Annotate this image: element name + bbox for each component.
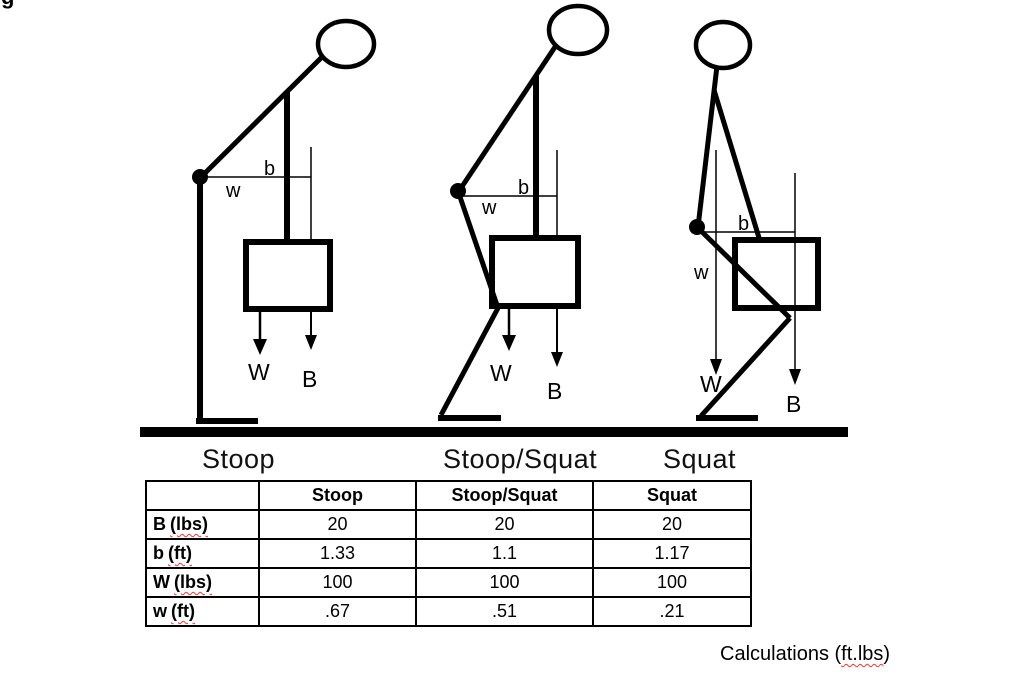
stoopsquat-torso-line bbox=[456, 45, 558, 193]
squat-W-label: W bbox=[700, 371, 722, 397]
stoop-torso-line bbox=[199, 55, 324, 179]
figure-stoop-squat: w b W B bbox=[438, 3, 610, 421]
table-header-row: Stoop Stoop/Squat Squat bbox=[145, 480, 752, 511]
cell-W-stoop-squat: 100 bbox=[415, 567, 594, 598]
calculations-label: Calculations (ft.lbs) bbox=[720, 643, 890, 666]
stoopsquat-head bbox=[546, 3, 610, 57]
stoopsquat-shin-line bbox=[438, 306, 501, 417]
squat-w-label: w bbox=[693, 262, 709, 284]
stoopsquat-W-label: W bbox=[490, 360, 512, 386]
lifting-postures-diagram: w b W B w b W B bbox=[140, 3, 848, 437]
squat-W-arrowhead bbox=[710, 359, 722, 375]
cell-w-stoop: .67 bbox=[258, 596, 417, 627]
row-label-W-lbs: W (lbs) bbox=[145, 567, 260, 598]
stoop-w-label: w bbox=[225, 180, 241, 202]
figure-stoop: w b W B bbox=[192, 18, 377, 424]
row-label-unit: (lbs) bbox=[170, 514, 208, 534]
squat-arm-line bbox=[711, 89, 763, 242]
posture-data-table: Stoop Stoop/Squat Squat B (lbs) 20 20 20 … bbox=[145, 480, 752, 627]
stoopsquat-w-label: w bbox=[481, 197, 497, 219]
row-label-name: b bbox=[153, 543, 164, 563]
row-label-w-ft: w (ft) bbox=[145, 596, 260, 627]
caption-stoop: Stoop bbox=[202, 444, 276, 474]
stoopsquat-load-box bbox=[489, 235, 581, 309]
squat-thigh-line bbox=[695, 225, 792, 320]
squat-shin-line bbox=[699, 316, 792, 418]
table-row-W-lbs: W (lbs) 100 100 100 bbox=[145, 567, 752, 598]
stoopsquat-thigh-line bbox=[455, 190, 501, 309]
stoopsquat-W-arrowhead bbox=[502, 335, 516, 351]
table-row-w-ft: w (ft) .67 .51 .21 bbox=[145, 596, 752, 627]
cell-b-squat: 1.17 bbox=[592, 538, 752, 569]
caption-stoop-squat: Stoop/Squat bbox=[443, 444, 598, 474]
calculations-unit: ft.lbs bbox=[841, 643, 884, 665]
squat-B-arrowhead bbox=[789, 369, 801, 385]
row-label-unit: (lbs) bbox=[174, 572, 212, 592]
row-label-unit: (ft) bbox=[168, 543, 192, 563]
calculations-suffix: ) bbox=[883, 643, 891, 665]
ground-line bbox=[140, 427, 848, 437]
stoopsquat-B-arrowhead bbox=[551, 352, 563, 367]
cell-w-squat: .21 bbox=[592, 596, 752, 627]
table-header-squat: Squat bbox=[592, 480, 752, 511]
stoopsquat-b-label: b bbox=[518, 177, 529, 199]
squat-head bbox=[693, 19, 753, 71]
table-header-stoop: Stoop bbox=[258, 480, 417, 511]
stoop-B-arrowhead bbox=[305, 335, 317, 350]
table-row-b-ft: b (ft) 1.33 1.1 1.17 bbox=[145, 538, 752, 569]
row-label-B-lbs: B (lbs) bbox=[145, 509, 260, 540]
squat-B-label: B bbox=[786, 391, 801, 417]
calculations-prefix: Calculations ( bbox=[720, 643, 842, 665]
stoop-b-label: b bbox=[264, 158, 275, 180]
cell-b-stoop-squat: 1.1 bbox=[415, 538, 594, 569]
cell-B-stoop: 20 bbox=[258, 509, 417, 540]
stoop-W-label: W bbox=[248, 359, 270, 385]
stoop-load-box bbox=[243, 239, 333, 312]
caption-squat: Squat bbox=[663, 444, 737, 474]
row-label-unit: (ft) bbox=[171, 601, 195, 621]
figure-squat: w b W B bbox=[689, 19, 821, 421]
stoop-W-arrowhead bbox=[253, 339, 267, 355]
cell-B-squat: 20 bbox=[592, 509, 752, 540]
squat-b-label: b bbox=[738, 213, 749, 235]
stoop-head bbox=[315, 18, 377, 70]
cell-W-stoop: 100 bbox=[258, 567, 417, 598]
cell-W-squat: 100 bbox=[592, 567, 752, 598]
table-header-stoop-squat: Stoop/Squat bbox=[415, 480, 594, 511]
table-row-B-lbs: B (lbs) 20 20 20 bbox=[145, 509, 752, 540]
cell-w-stoop-squat: .51 bbox=[415, 596, 594, 627]
cropped-text-fragment: g bbox=[0, 0, 22, 11]
table-corner-cell bbox=[145, 480, 260, 511]
cell-B-stoop-squat: 20 bbox=[415, 509, 594, 540]
stoopsquat-B-label: B bbox=[547, 378, 562, 404]
cell-b-stoop: 1.33 bbox=[258, 538, 417, 569]
row-label-name: w bbox=[153, 601, 168, 621]
row-label-b-ft: b (ft) bbox=[145, 538, 260, 569]
row-label-name: B bbox=[153, 514, 166, 534]
row-label-name: W bbox=[153, 572, 170, 592]
stoop-B-label: B bbox=[302, 366, 317, 392]
